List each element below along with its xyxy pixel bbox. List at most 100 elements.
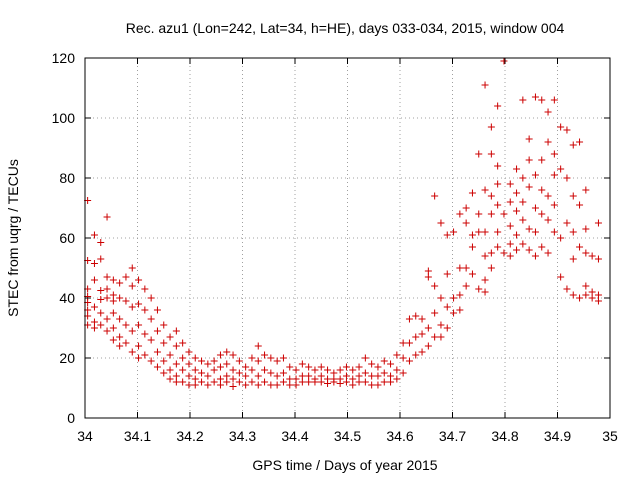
- data-point: [349, 375, 357, 383]
- data-point: [456, 306, 464, 314]
- data-point: [305, 363, 313, 371]
- data-point: [368, 360, 376, 368]
- data-point: [172, 342, 180, 350]
- data-point: [361, 378, 369, 386]
- data-point: [519, 240, 527, 248]
- data-point: [317, 372, 325, 380]
- data-point: [191, 366, 199, 374]
- data-point: [248, 378, 256, 386]
- data-point: [147, 294, 155, 302]
- data-point: [594, 219, 602, 227]
- data-point: [273, 357, 281, 365]
- data-point: [506, 198, 514, 206]
- data-point: [279, 354, 287, 362]
- data-point: [544, 108, 552, 116]
- data-point: [160, 369, 168, 377]
- x-tick-label: 34: [77, 428, 93, 444]
- data-point: [506, 240, 514, 248]
- y-tick-label: 40: [59, 290, 75, 306]
- chart-title: Rec. azu1 (Lon=242, Lat=34, h=HE), days …: [126, 20, 565, 36]
- data-point: [563, 126, 571, 134]
- data-point: [380, 378, 388, 386]
- data-point: [191, 354, 199, 362]
- data-point: [550, 201, 558, 209]
- x-tick-label: 34.9: [544, 428, 571, 444]
- data-point: [305, 378, 313, 386]
- data-point: [538, 210, 546, 218]
- data-point: [468, 231, 476, 239]
- data-point: [531, 228, 539, 236]
- data-point: [109, 324, 117, 332]
- data-point: [103, 273, 111, 281]
- data-point: [279, 369, 287, 377]
- data-point: [223, 372, 231, 380]
- data-point: [179, 378, 187, 386]
- y-tick-label: 60: [59, 230, 75, 246]
- data-point: [153, 363, 161, 371]
- data-point: [122, 273, 130, 281]
- data-point: [210, 366, 218, 374]
- data-point: [519, 96, 527, 104]
- data-point: [569, 141, 577, 149]
- data-point: [557, 123, 565, 131]
- data-point: [135, 321, 143, 329]
- data-point: [487, 210, 495, 218]
- x-tick-label: 34.4: [281, 428, 308, 444]
- data-point: [418, 348, 426, 356]
- data-point: [128, 348, 136, 356]
- data-point: [109, 297, 117, 305]
- data-point: [462, 204, 470, 212]
- data-point: [576, 138, 584, 146]
- data-point: [235, 378, 243, 386]
- data-point: [141, 330, 149, 338]
- data-point: [97, 287, 105, 294]
- x-tick-label: 34.2: [176, 428, 203, 444]
- data-point: [393, 375, 401, 383]
- y-tick-label: 20: [59, 350, 75, 366]
- data-point: [513, 231, 521, 239]
- data-point: [198, 369, 206, 377]
- data-point: [286, 363, 294, 371]
- data-point: [506, 252, 514, 260]
- data-point: [569, 255, 577, 263]
- data-point: [216, 351, 224, 359]
- data-point: [342, 363, 350, 371]
- data-point: [462, 219, 470, 227]
- data-point: [160, 357, 168, 365]
- data-point: [261, 378, 269, 386]
- data-point: [431, 192, 439, 200]
- data-point: [90, 276, 98, 284]
- data-point: [475, 285, 483, 293]
- data-point: [576, 201, 584, 209]
- data-point: [286, 375, 294, 383]
- data-point: [487, 264, 495, 272]
- data-point: [582, 225, 590, 233]
- data-point: [513, 189, 521, 197]
- data-point: [160, 321, 168, 329]
- data-point: [399, 339, 407, 347]
- data-point: [109, 336, 117, 344]
- data-point: [273, 381, 281, 389]
- data-point: [109, 276, 117, 284]
- data-point: [141, 306, 149, 314]
- data-point: [481, 288, 489, 296]
- data-point: [242, 372, 250, 380]
- data-point: [166, 351, 174, 359]
- data-point: [223, 360, 231, 368]
- data-point: [550, 171, 558, 179]
- data-point: [475, 150, 483, 158]
- data-point: [513, 165, 521, 173]
- data-point: [468, 243, 476, 251]
- data-point: [513, 207, 521, 215]
- data-point: [544, 249, 552, 257]
- data-point: [525, 225, 533, 233]
- data-point: [563, 219, 571, 227]
- data-point: [128, 282, 136, 290]
- data-point: [342, 372, 350, 380]
- data-point: [462, 264, 470, 272]
- data-point: [342, 378, 350, 386]
- data-point: [557, 234, 565, 242]
- data-point: [412, 312, 420, 320]
- data-point: [90, 324, 98, 332]
- y-tick-label: 0: [67, 410, 75, 426]
